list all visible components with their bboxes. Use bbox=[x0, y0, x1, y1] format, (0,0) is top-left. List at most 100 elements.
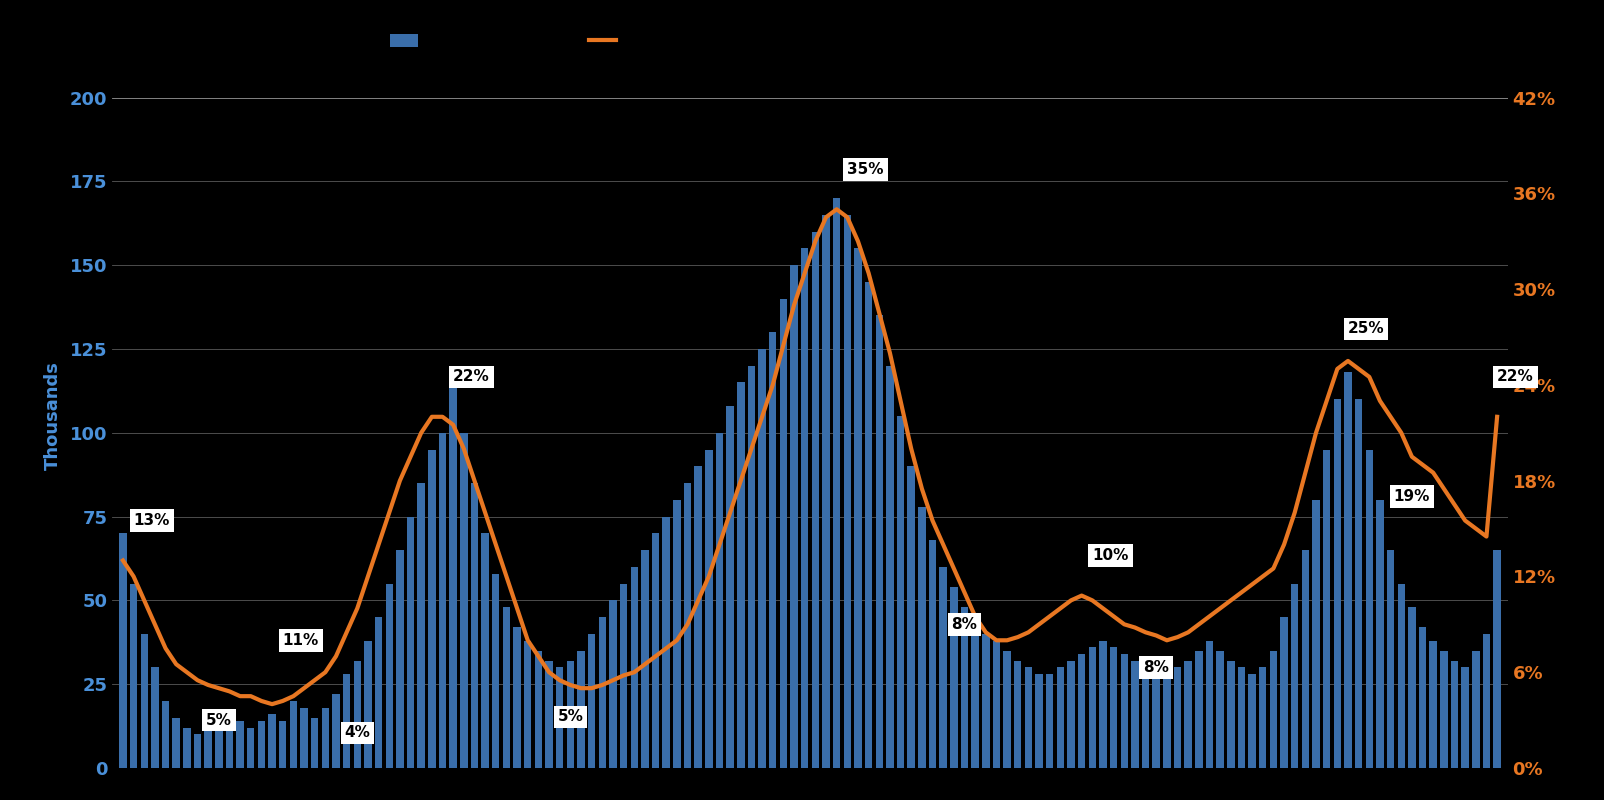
Bar bbox=[1280, 617, 1288, 768]
Bar bbox=[759, 349, 765, 768]
Bar bbox=[502, 607, 510, 768]
Bar bbox=[1408, 607, 1416, 768]
Bar bbox=[929, 540, 937, 768]
Bar bbox=[589, 634, 595, 768]
Bar bbox=[885, 366, 893, 768]
Bar bbox=[1035, 674, 1043, 768]
Bar bbox=[268, 714, 276, 768]
Bar bbox=[1099, 641, 1107, 768]
Bar bbox=[1206, 641, 1213, 768]
Bar bbox=[1110, 647, 1118, 768]
Bar bbox=[855, 248, 861, 768]
Bar bbox=[674, 500, 680, 768]
Bar bbox=[651, 534, 659, 768]
Bar bbox=[290, 701, 297, 768]
Bar bbox=[1259, 667, 1267, 768]
Bar bbox=[1057, 667, 1063, 768]
Bar bbox=[1450, 661, 1458, 768]
Bar bbox=[747, 366, 755, 768]
Text: 35%: 35% bbox=[847, 162, 884, 177]
Bar bbox=[1131, 661, 1139, 768]
Bar bbox=[950, 587, 958, 768]
Bar bbox=[683, 483, 691, 768]
Bar bbox=[1014, 661, 1022, 768]
Bar bbox=[417, 483, 425, 768]
Text: 10%: 10% bbox=[1092, 548, 1129, 563]
Bar bbox=[449, 382, 457, 768]
Bar bbox=[1323, 450, 1330, 768]
Bar bbox=[513, 627, 521, 768]
Bar bbox=[598, 617, 606, 768]
Bar bbox=[141, 634, 148, 768]
Bar bbox=[183, 728, 191, 768]
Bar bbox=[1472, 650, 1479, 768]
Bar bbox=[961, 607, 969, 768]
Bar bbox=[1376, 500, 1384, 768]
Bar bbox=[1046, 674, 1054, 768]
Bar bbox=[1461, 667, 1469, 768]
Bar bbox=[1248, 674, 1256, 768]
Bar bbox=[1142, 667, 1150, 768]
Bar bbox=[642, 550, 648, 768]
Bar bbox=[715, 433, 723, 768]
Bar bbox=[1121, 654, 1128, 768]
Bar bbox=[119, 534, 127, 768]
Bar bbox=[460, 433, 467, 768]
Bar bbox=[982, 634, 990, 768]
Bar bbox=[1291, 584, 1299, 768]
Bar bbox=[428, 450, 436, 768]
Bar bbox=[706, 450, 712, 768]
Bar bbox=[1301, 550, 1309, 768]
Bar bbox=[993, 641, 1001, 768]
Bar bbox=[865, 282, 873, 768]
Bar bbox=[1270, 650, 1277, 768]
Bar bbox=[258, 721, 265, 768]
Bar bbox=[800, 248, 808, 768]
Bar bbox=[1004, 650, 1011, 768]
Text: 4%: 4% bbox=[345, 726, 371, 740]
Bar bbox=[1493, 550, 1501, 768]
Bar bbox=[1420, 627, 1426, 768]
Bar bbox=[162, 701, 170, 768]
Bar bbox=[897, 416, 905, 768]
Bar bbox=[534, 650, 542, 768]
Bar bbox=[1163, 674, 1171, 768]
Bar bbox=[1355, 399, 1362, 768]
Bar bbox=[481, 534, 489, 768]
Bar bbox=[972, 621, 978, 768]
Bar bbox=[738, 382, 744, 768]
Bar bbox=[768, 332, 776, 768]
Bar bbox=[1216, 650, 1224, 768]
Bar bbox=[577, 650, 585, 768]
Bar bbox=[1238, 667, 1245, 768]
Bar bbox=[204, 728, 212, 768]
Bar bbox=[727, 406, 735, 768]
Bar bbox=[1089, 647, 1096, 768]
Bar bbox=[545, 661, 553, 768]
Bar bbox=[876, 315, 882, 768]
Bar bbox=[194, 734, 200, 768]
Bar bbox=[1067, 661, 1075, 768]
Bar bbox=[1312, 500, 1320, 768]
Bar bbox=[791, 265, 797, 768]
Text: 5%: 5% bbox=[205, 713, 231, 728]
Bar bbox=[1153, 667, 1160, 768]
Y-axis label: Thousands: Thousands bbox=[43, 362, 61, 470]
Bar bbox=[353, 661, 361, 768]
Bar bbox=[1387, 550, 1394, 768]
Bar bbox=[695, 466, 703, 768]
Bar bbox=[1365, 450, 1373, 768]
Bar bbox=[375, 617, 382, 768]
Bar bbox=[1482, 634, 1490, 768]
Legend: , : , bbox=[385, 29, 626, 54]
Bar bbox=[151, 667, 159, 768]
Bar bbox=[364, 641, 372, 768]
Bar bbox=[492, 574, 499, 768]
Text: 13%: 13% bbox=[133, 513, 170, 528]
Bar bbox=[940, 567, 946, 768]
Bar bbox=[610, 600, 616, 768]
Bar bbox=[1440, 650, 1447, 768]
Bar bbox=[908, 466, 914, 768]
Bar bbox=[1174, 667, 1181, 768]
Bar bbox=[1025, 667, 1031, 768]
